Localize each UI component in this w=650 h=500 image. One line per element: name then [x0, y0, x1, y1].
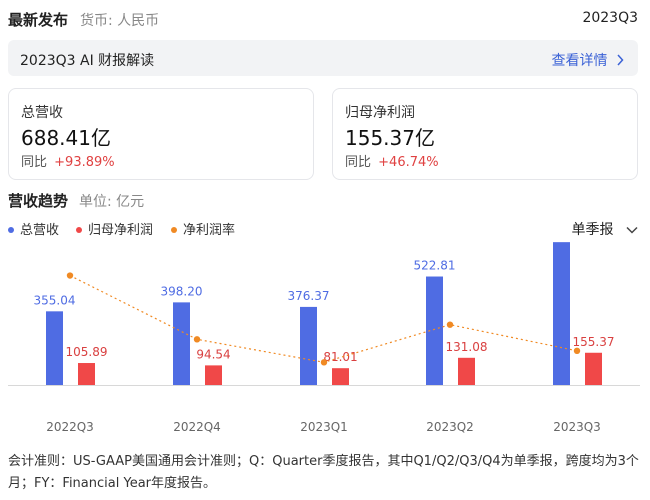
ai-report-label: 2023Q3 AI 财报解读	[20, 53, 155, 69]
period-select-label: 单季报	[571, 222, 614, 238]
revenue-bar	[46, 311, 63, 385]
net-profit-label: 归母净利润	[345, 105, 415, 121]
x-axis-label: 2023Q1	[300, 420, 348, 434]
report-period: 2023Q3	[582, 10, 638, 26]
legend-label-revenue: 总营收	[20, 223, 60, 238]
net-margin-point	[573, 347, 581, 355]
legend-item-net-margin[interactable]: 净利润率	[171, 219, 235, 238]
x-axis-label: 2022Q4	[173, 420, 221, 434]
yoy-label: 同比	[345, 155, 372, 170]
legend-dot-net-margin	[171, 226, 177, 233]
trend-unit: 单位: 亿元	[79, 194, 145, 210]
net-profit-data-label: 131.08	[446, 340, 488, 354]
revenue-yoy-value: +93.89%	[54, 155, 115, 170]
net-profit-data-label: 81.01	[323, 350, 357, 364]
revenue-bar	[173, 302, 190, 385]
legend-item-net-profit[interactable]: 归母净利润	[76, 219, 153, 238]
net-margin-point	[66, 272, 74, 279]
view-details-label: 查看详情	[551, 53, 608, 69]
net-profit-value: 155.37亿	[345, 126, 435, 150]
ai-report-bar[interactable]: 2023Q3 AI 财报解读 查看详情	[8, 40, 638, 76]
net-profit-card: 归母净利润 155.37亿 同比 +46.74%	[332, 88, 638, 180]
net-profit-data-label: 155.37	[573, 335, 615, 349]
revenue-card: 总营收 688.41亿 同比 +93.89%	[8, 88, 314, 180]
revenue-data-label: 355.04	[34, 293, 76, 307]
yoy-label: 同比	[21, 155, 48, 170]
x-axis-label: 2023Q2	[426, 420, 474, 434]
view-details-link[interactable]: 查看详情	[552, 50, 624, 70]
net-profit-bar	[205, 365, 222, 385]
period-select[interactable]: 单季报	[572, 219, 638, 239]
net-margin-point	[446, 321, 454, 328]
x-axis-label: 2023Q3	[553, 420, 601, 434]
revenue-yoy: 同比 +93.89%	[21, 151, 115, 170]
legend-label-net-margin: 净利润率	[183, 223, 236, 238]
net-profit-bar	[332, 368, 349, 385]
net-profit-bar	[458, 357, 475, 385]
legend-dot-revenue	[8, 226, 14, 233]
header: 最新发布 货币: 人民币 2023Q3	[0, 0, 650, 36]
revenue-data-label: 522.81	[414, 259, 456, 273]
revenue-bar	[426, 276, 443, 385]
revenue-bar	[553, 242, 570, 385]
legend-dot-net-profit	[76, 226, 82, 233]
net-margin-point	[320, 359, 328, 366]
revenue-value: 688.41亿	[21, 126, 111, 150]
net-profit-data-label: 94.54	[196, 347, 230, 361]
accounting-footnote: 会计准则：US-GAAP美国通用会计准则；Q：Quarter季度报告，其中Q1/…	[8, 454, 639, 491]
revenue-trend-chart: 355.04 105.89 2022Q3 398.20 94.54 2022Q4 376.3…	[8, 238, 640, 434]
currency-label: 货币: 人民币	[80, 13, 160, 29]
trend-title: 营收趋势	[8, 192, 69, 210]
net-margin-point	[193, 336, 201, 343]
chevron-right-icon	[617, 54, 624, 66]
revenue-bar	[300, 306, 317, 385]
chevron-down-icon	[626, 226, 638, 234]
legend-label-net-profit: 归母净利润	[88, 223, 154, 238]
net-profit-bar	[585, 352, 602, 385]
legend-item-revenue[interactable]: 总营收	[8, 219, 59, 238]
x-axis-label: 2022Q3	[46, 420, 94, 434]
revenue-label: 总营收	[21, 105, 63, 121]
revenue-data-label: 398.20	[161, 284, 203, 298]
net-profit-yoy-value: +46.74%	[378, 155, 439, 170]
section-title: 最新发布	[8, 11, 69, 29]
net-profit-yoy: 同比 +46.74%	[345, 151, 439, 170]
revenue-data-label: 376.37	[288, 289, 330, 303]
net-profit-data-label: 105.89	[66, 345, 108, 359]
net-profit-bar	[78, 363, 95, 385]
